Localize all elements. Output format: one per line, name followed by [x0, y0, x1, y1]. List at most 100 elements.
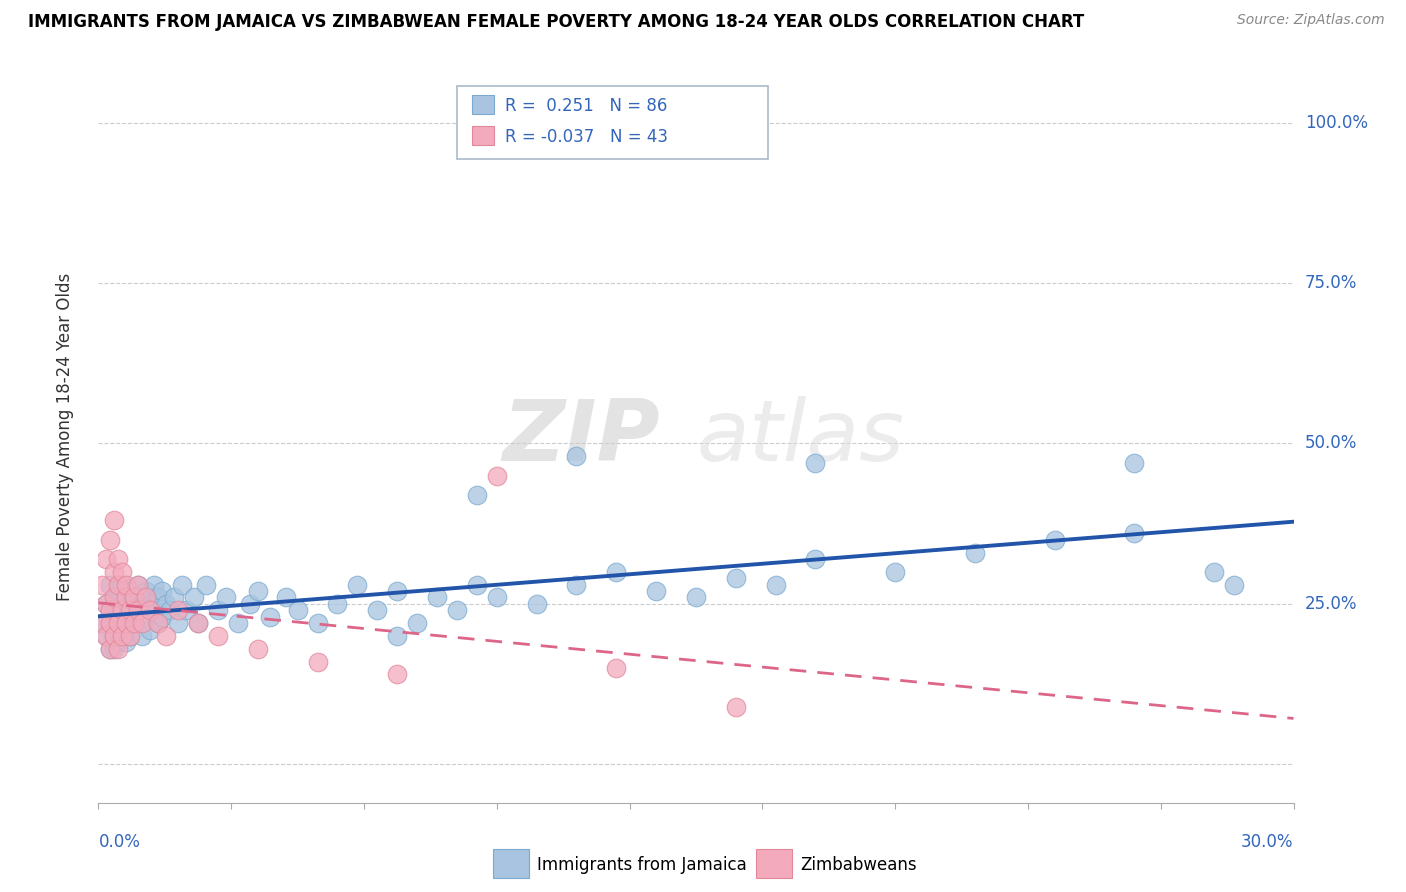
Point [307, 616, 329, 631]
Point [207, 629, 229, 643]
Point [98, 533, 122, 547]
Text: 0.0%: 0.0% [98, 833, 141, 851]
Point [103, 629, 125, 643]
Point [246, 584, 269, 599]
Point [366, 603, 388, 617]
Point [155, 629, 177, 643]
Point [685, 591, 707, 605]
Point [103, 629, 125, 643]
Point [1123, 456, 1146, 470]
Point [115, 577, 138, 591]
Point [107, 616, 129, 631]
Point [103, 565, 125, 579]
Point [131, 629, 153, 643]
Point [187, 616, 209, 631]
Point [124, 597, 146, 611]
Point [187, 616, 209, 631]
Point [115, 616, 138, 631]
Point [98, 616, 122, 631]
Point [124, 616, 146, 631]
Point [183, 591, 205, 605]
Point [98, 577, 122, 591]
FancyBboxPatch shape [756, 849, 792, 878]
Text: 30.0%: 30.0% [1241, 833, 1294, 851]
Text: Immigrants from Jamaica: Immigrants from Jamaica [537, 856, 747, 874]
Point [120, 629, 142, 643]
Point [1123, 526, 1146, 541]
Point [111, 629, 134, 643]
Point [107, 635, 129, 649]
Point [215, 591, 238, 605]
Point [139, 623, 162, 637]
Point [139, 597, 162, 611]
Point [111, 629, 134, 643]
FancyBboxPatch shape [492, 849, 529, 878]
Point [326, 597, 349, 611]
Point [148, 591, 170, 605]
Point [1202, 565, 1225, 579]
Point [135, 609, 157, 624]
Point [111, 577, 134, 591]
Point [963, 545, 986, 559]
Point [246, 641, 269, 656]
Point [565, 577, 588, 591]
Point [148, 616, 170, 631]
Point [804, 552, 827, 566]
Point [91, 616, 114, 631]
Point [98, 603, 122, 617]
Point [1043, 533, 1066, 547]
Point [131, 616, 153, 631]
Point [115, 591, 138, 605]
Point [765, 577, 787, 591]
Point [385, 629, 409, 643]
FancyBboxPatch shape [457, 86, 768, 159]
Y-axis label: Female Poverty Among 18-24 Year Olds: Female Poverty Among 18-24 Year Olds [56, 273, 75, 601]
Point [148, 616, 170, 631]
Text: atlas: atlas [696, 395, 904, 479]
Point [143, 577, 166, 591]
Point [98, 603, 122, 617]
Point [385, 584, 409, 599]
Text: Source: ZipAtlas.com: Source: ZipAtlas.com [1237, 13, 1385, 28]
Text: 75.0%: 75.0% [1305, 274, 1357, 292]
Point [426, 591, 449, 605]
Point [287, 603, 309, 617]
Point [131, 591, 153, 605]
Point [111, 603, 134, 617]
Point [98, 641, 122, 656]
Point [226, 616, 249, 631]
Point [127, 603, 149, 617]
Point [884, 565, 907, 579]
Point [465, 577, 488, 591]
Point [107, 603, 129, 617]
Point [167, 616, 190, 631]
Text: R =  0.251   N = 86: R = 0.251 N = 86 [505, 97, 666, 115]
FancyBboxPatch shape [472, 126, 494, 145]
Point [565, 450, 588, 464]
Text: R = -0.037   N = 43: R = -0.037 N = 43 [505, 128, 668, 146]
Point [605, 565, 627, 579]
Point [107, 552, 129, 566]
Point [159, 603, 181, 617]
Point [804, 456, 827, 470]
Point [107, 577, 129, 591]
Point [346, 577, 368, 591]
Point [111, 616, 134, 631]
Point [115, 616, 138, 631]
Point [446, 603, 468, 617]
Text: 25.0%: 25.0% [1305, 595, 1357, 613]
Point [143, 603, 166, 617]
Point [96, 597, 118, 611]
Point [724, 699, 747, 714]
Point [167, 603, 190, 617]
Point [96, 629, 118, 643]
Point [91, 616, 114, 631]
Point [274, 591, 297, 605]
Point [307, 655, 329, 669]
Point [103, 641, 125, 656]
Point [465, 488, 488, 502]
Point [124, 591, 146, 605]
Point [98, 616, 122, 631]
Point [115, 635, 138, 649]
Point [174, 603, 197, 617]
